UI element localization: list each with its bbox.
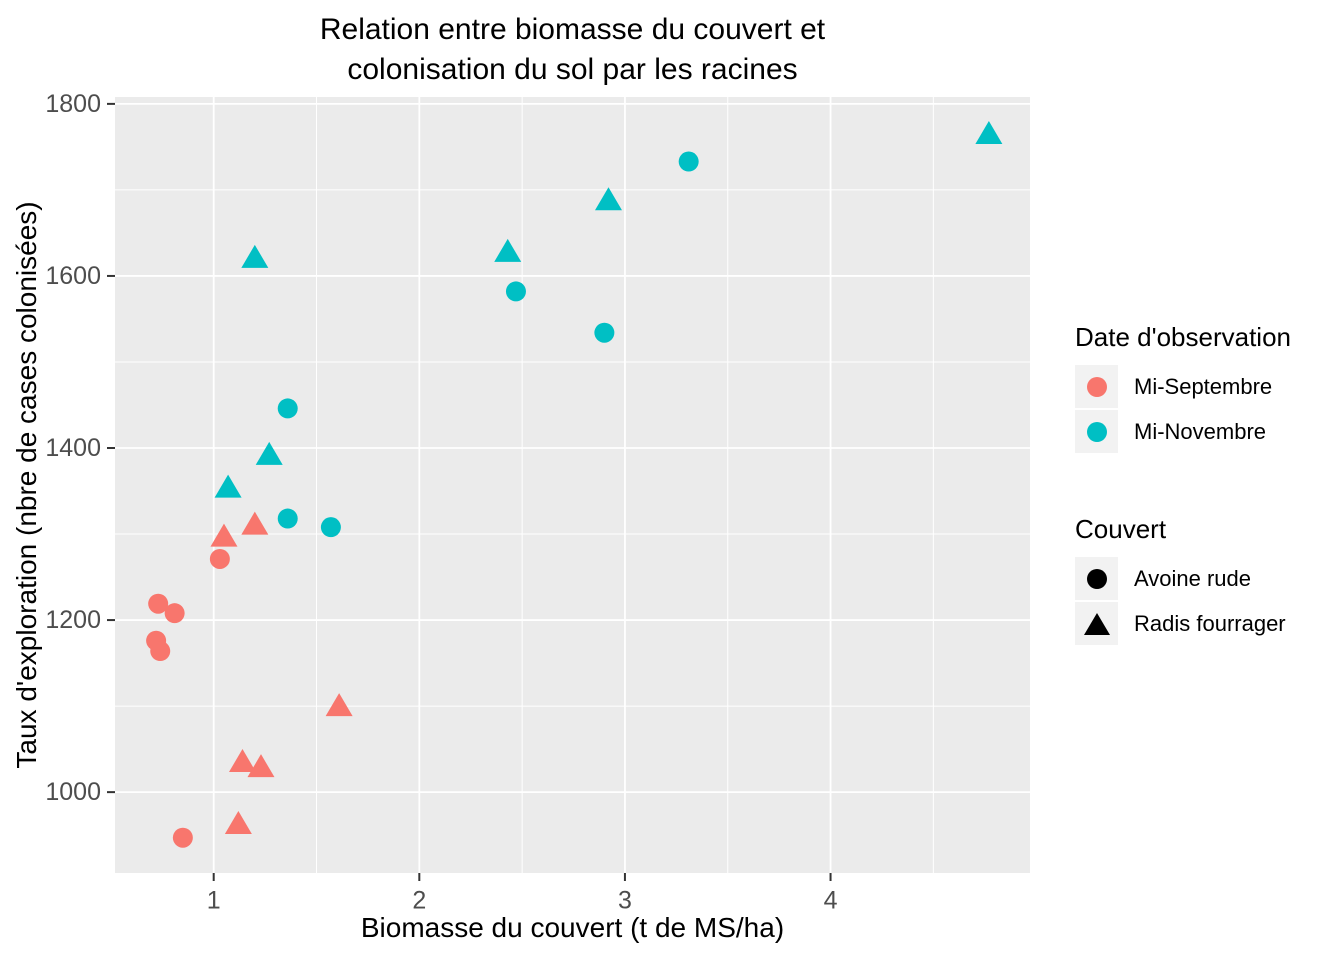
legend-item-radis-fourrager: Radis fourrager — [1075, 602, 1286, 645]
legend-key — [1075, 410, 1118, 453]
plot-title-line1: Relation entre biomasse du couvert et — [319, 13, 826, 46]
legend-item-mi-septembre: Mi-Septembre — [1075, 365, 1291, 408]
data-point-nov-avoine — [277, 398, 298, 419]
legend-key — [1075, 365, 1118, 408]
data-point-sept-radis — [228, 749, 256, 773]
plot-title-line2: colonisation du sol par les racines — [347, 53, 798, 86]
y-tick-label: 1200 — [45, 606, 101, 634]
legend-item-avoine-rude: Avoine rude — [1075, 557, 1286, 600]
data-point-nov-avoine — [505, 281, 526, 302]
data-point-nov-radis — [214, 474, 242, 498]
legend-label: Radis fourrager — [1134, 610, 1286, 636]
data-point-nov-radis — [241, 244, 269, 268]
y-tick-label: 1000 — [45, 778, 101, 806]
x-tick-label: 1 — [207, 887, 221, 915]
data-point-sept-radis — [247, 754, 275, 778]
data-point-sept-radis — [224, 810, 252, 834]
data-point-nov-radis — [255, 441, 283, 465]
panel-background — [115, 97, 1030, 873]
legend-date-title: Date d'observation — [1075, 322, 1291, 352]
data-point-nov-radis — [975, 120, 1003, 144]
mi-novembre-circle-icon — [1086, 421, 1107, 442]
y-tick-label: 1600 — [45, 262, 101, 290]
radis-fourrager-triangle-icon — [1083, 612, 1110, 635]
legend-date: Date d'observation Mi-Septembre Mi-Novem… — [1075, 322, 1291, 455]
mi-septembre-circle-icon — [1086, 376, 1107, 397]
x-tick-label: 2 — [412, 887, 426, 915]
plot-title: Relation entre biomasse du couvert et co… — [115, 10, 1030, 90]
data-point-nov-avoine — [277, 508, 298, 529]
legend-item-mi-novembre: Mi-Novembre — [1075, 410, 1291, 453]
data-point-sept-radis — [210, 523, 238, 547]
data-point-sept-radis — [325, 693, 353, 717]
legend-label: Mi-Novembre — [1134, 418, 1267, 444]
x-tick-label: 4 — [824, 887, 838, 915]
legend-key — [1075, 557, 1118, 600]
data-point-nov-avoine — [594, 322, 615, 343]
legend-couvert: Couvert Avoine rude Radis fourrager — [1075, 514, 1286, 647]
data-point-nov-radis — [494, 238, 522, 262]
data-point-nov-radis — [594, 187, 622, 211]
data-point-sept-avoine — [164, 603, 185, 624]
legend-couvert-title: Couvert — [1075, 514, 1167, 544]
x-axis-title: Biomasse du couvert (t de MS/ha) — [360, 912, 785, 943]
x-tick-label: 3 — [618, 887, 632, 915]
avoine-rude-circle-icon — [1086, 568, 1107, 589]
data-point-sept-radis — [241, 511, 269, 535]
legend-label: Mi-Septembre — [1134, 373, 1273, 399]
y-tick-label: 1400 — [45, 434, 101, 462]
data-point-nov-avoine — [678, 151, 699, 172]
y-tick-label: 1800 — [45, 90, 101, 118]
y-axis-title: Taux d'exploration (nbre de cases coloni… — [11, 201, 42, 769]
legend-label: Avoine rude — [1134, 565, 1252, 591]
data-point-nov-avoine — [320, 517, 341, 538]
data-point-sept-avoine — [148, 593, 169, 614]
legend-key — [1075, 602, 1118, 645]
data-point-sept-avoine — [209, 548, 230, 569]
data-point-sept-avoine — [150, 641, 171, 662]
data-point-sept-avoine — [172, 827, 193, 848]
